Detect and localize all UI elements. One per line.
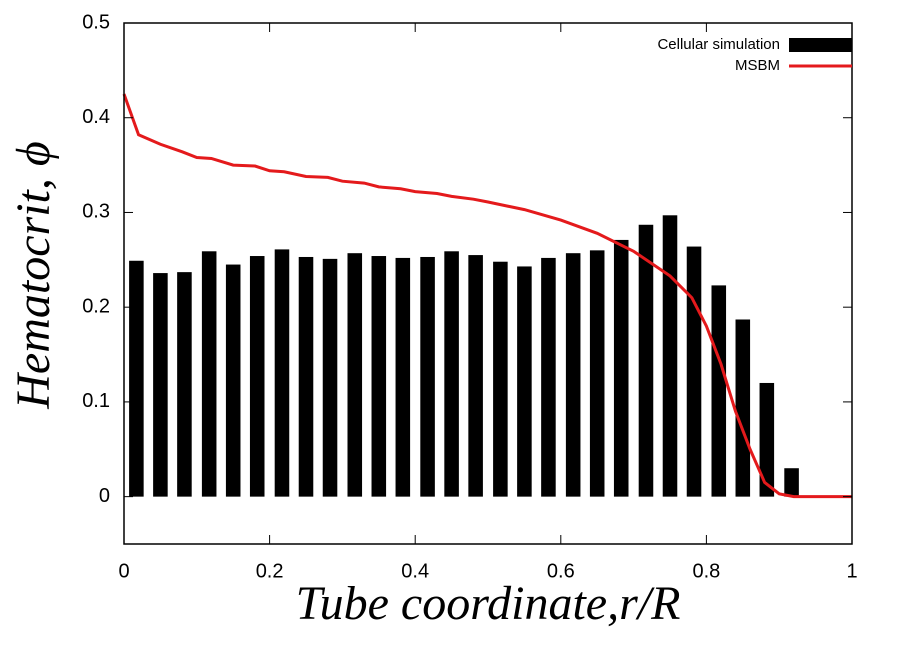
bar [589,250,605,497]
bar [468,255,483,497]
x-tick-label: 0.8 [692,560,720,582]
bar [347,253,363,497]
bar [541,257,556,497]
bar [613,239,629,497]
legend-label: MSBM [735,57,780,74]
line [122,93,852,499]
bar [274,249,290,497]
bar [395,257,411,497]
x-tick-label: 0.2 [256,560,284,582]
bar [322,258,338,497]
legend-swatch [789,38,852,52]
bar [784,468,799,497]
y-tick-label: 0.5 [82,11,110,33]
bar [249,256,265,497]
x-tick-label: 0.6 [547,560,575,582]
x-tick-label: 0.4 [401,560,429,582]
bar [444,251,459,497]
bar [177,272,192,497]
y-tick-label: 0.1 [82,390,110,412]
bar [711,285,727,497]
y-tick-label: 0.2 [82,295,110,317]
bar [517,266,532,497]
bar [735,319,751,497]
bar [565,253,581,497]
bar [420,256,435,497]
bar [371,256,387,497]
x-tick-label: 1 [846,560,857,582]
bar [298,256,314,497]
x-tick-label: 0 [118,560,129,582]
y-tick-label: 0.4 [82,106,110,128]
legend-label: Cellular simulation [657,36,780,53]
bar [662,215,678,497]
bar [201,251,217,497]
bar [153,273,168,497]
y-tick-label: 0 [99,485,110,507]
bar [759,382,775,497]
bar [686,246,702,497]
x-axis-label: Tube coordinate,r/R [296,577,681,630]
bar [225,264,241,497]
y-axis-label: Hematocrit, ϕ [7,141,60,409]
y-tick-label: 0.3 [82,201,110,223]
plot-frame [123,22,853,545]
bar [129,260,144,497]
bar [493,261,508,497]
bar [638,224,654,497]
